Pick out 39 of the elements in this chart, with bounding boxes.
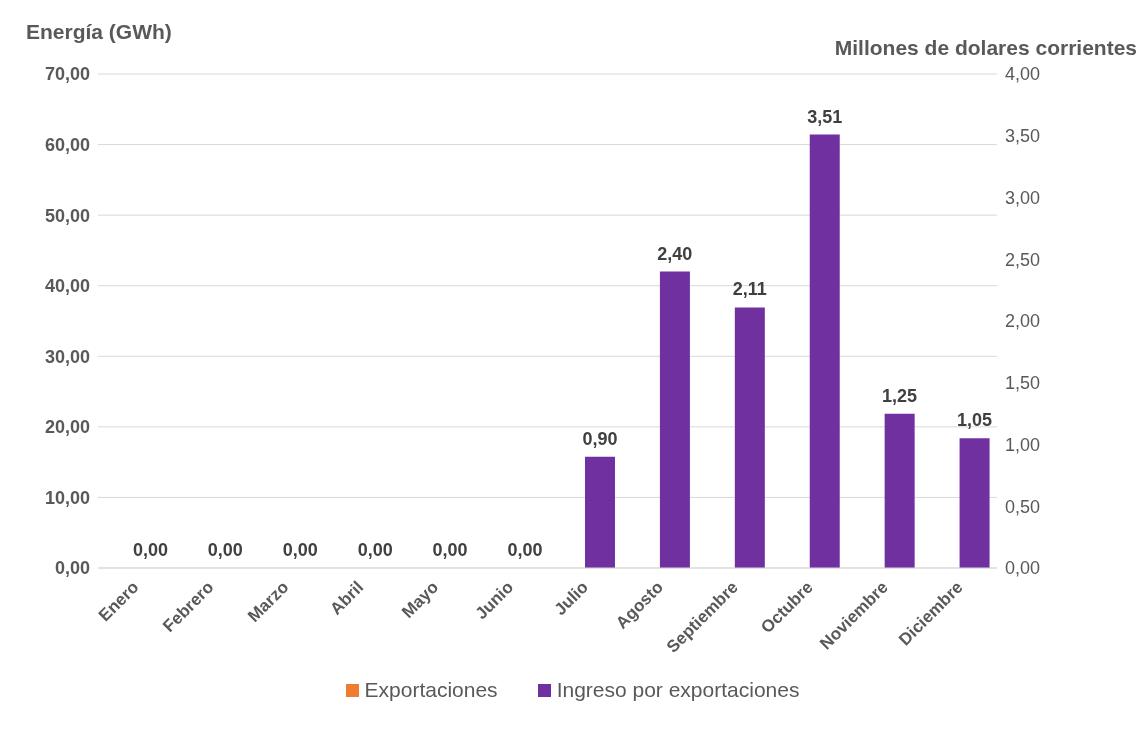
y2-tick-label: 3,50 [1005, 126, 1041, 147]
y-tick-label: 30,00 [44, 346, 90, 367]
data-label: 0,00 [357, 540, 393, 560]
data-label: 0,90 [582, 428, 618, 449]
y-tick-label: 70,00 [44, 64, 90, 85]
bar [884, 413, 915, 568]
y2-tick-label: 2,50 [1005, 249, 1041, 270]
y2-tick-label: 3,00 [1005, 187, 1041, 208]
data-label: 0,00 [207, 540, 243, 560]
data-label: 1,05 [957, 410, 993, 431]
y2-tick-label: 4,00 [1005, 64, 1041, 85]
legend-label: Ingreso por exportaciones [556, 678, 800, 702]
y2-tick-label: 2,00 [1005, 311, 1041, 332]
data-label: 0,00 [282, 540, 318, 560]
legend-label: Exportaciones [364, 678, 498, 702]
data-label: 2,11 [732, 279, 767, 300]
data-label: 0,00 [507, 540, 543, 560]
y-axis-title: Energía (GWh) [26, 20, 172, 44]
data-label: 3,51 [807, 106, 843, 127]
y-tick-label: 10,00 [44, 487, 90, 508]
y-tick-label: 60,00 [44, 134, 90, 155]
bar [734, 307, 765, 568]
bar [584, 456, 615, 568]
data-label: 0,00 [432, 540, 468, 560]
y2-tick-label: 1,50 [1005, 373, 1041, 394]
bar [809, 134, 840, 568]
y-tick-label: 50,00 [44, 205, 90, 226]
data-label: 1,25 [882, 385, 918, 406]
y2-axis-title: Millones de dolares corrientes [834, 36, 1137, 60]
bar [659, 271, 690, 568]
y-tick-label: 40,00 [44, 276, 90, 297]
y-tick-label: 0,00 [54, 558, 90, 579]
y2-tick-label: 0,50 [1005, 496, 1041, 517]
data-label: 0,00 [132, 540, 168, 560]
y-tick-label: 20,00 [44, 417, 90, 438]
data-label: 2,40 [657, 243, 693, 264]
y2-tick-label: 1,00 [1005, 434, 1041, 455]
bar [959, 438, 990, 568]
y2-tick-label: 0,00 [1005, 558, 1041, 579]
